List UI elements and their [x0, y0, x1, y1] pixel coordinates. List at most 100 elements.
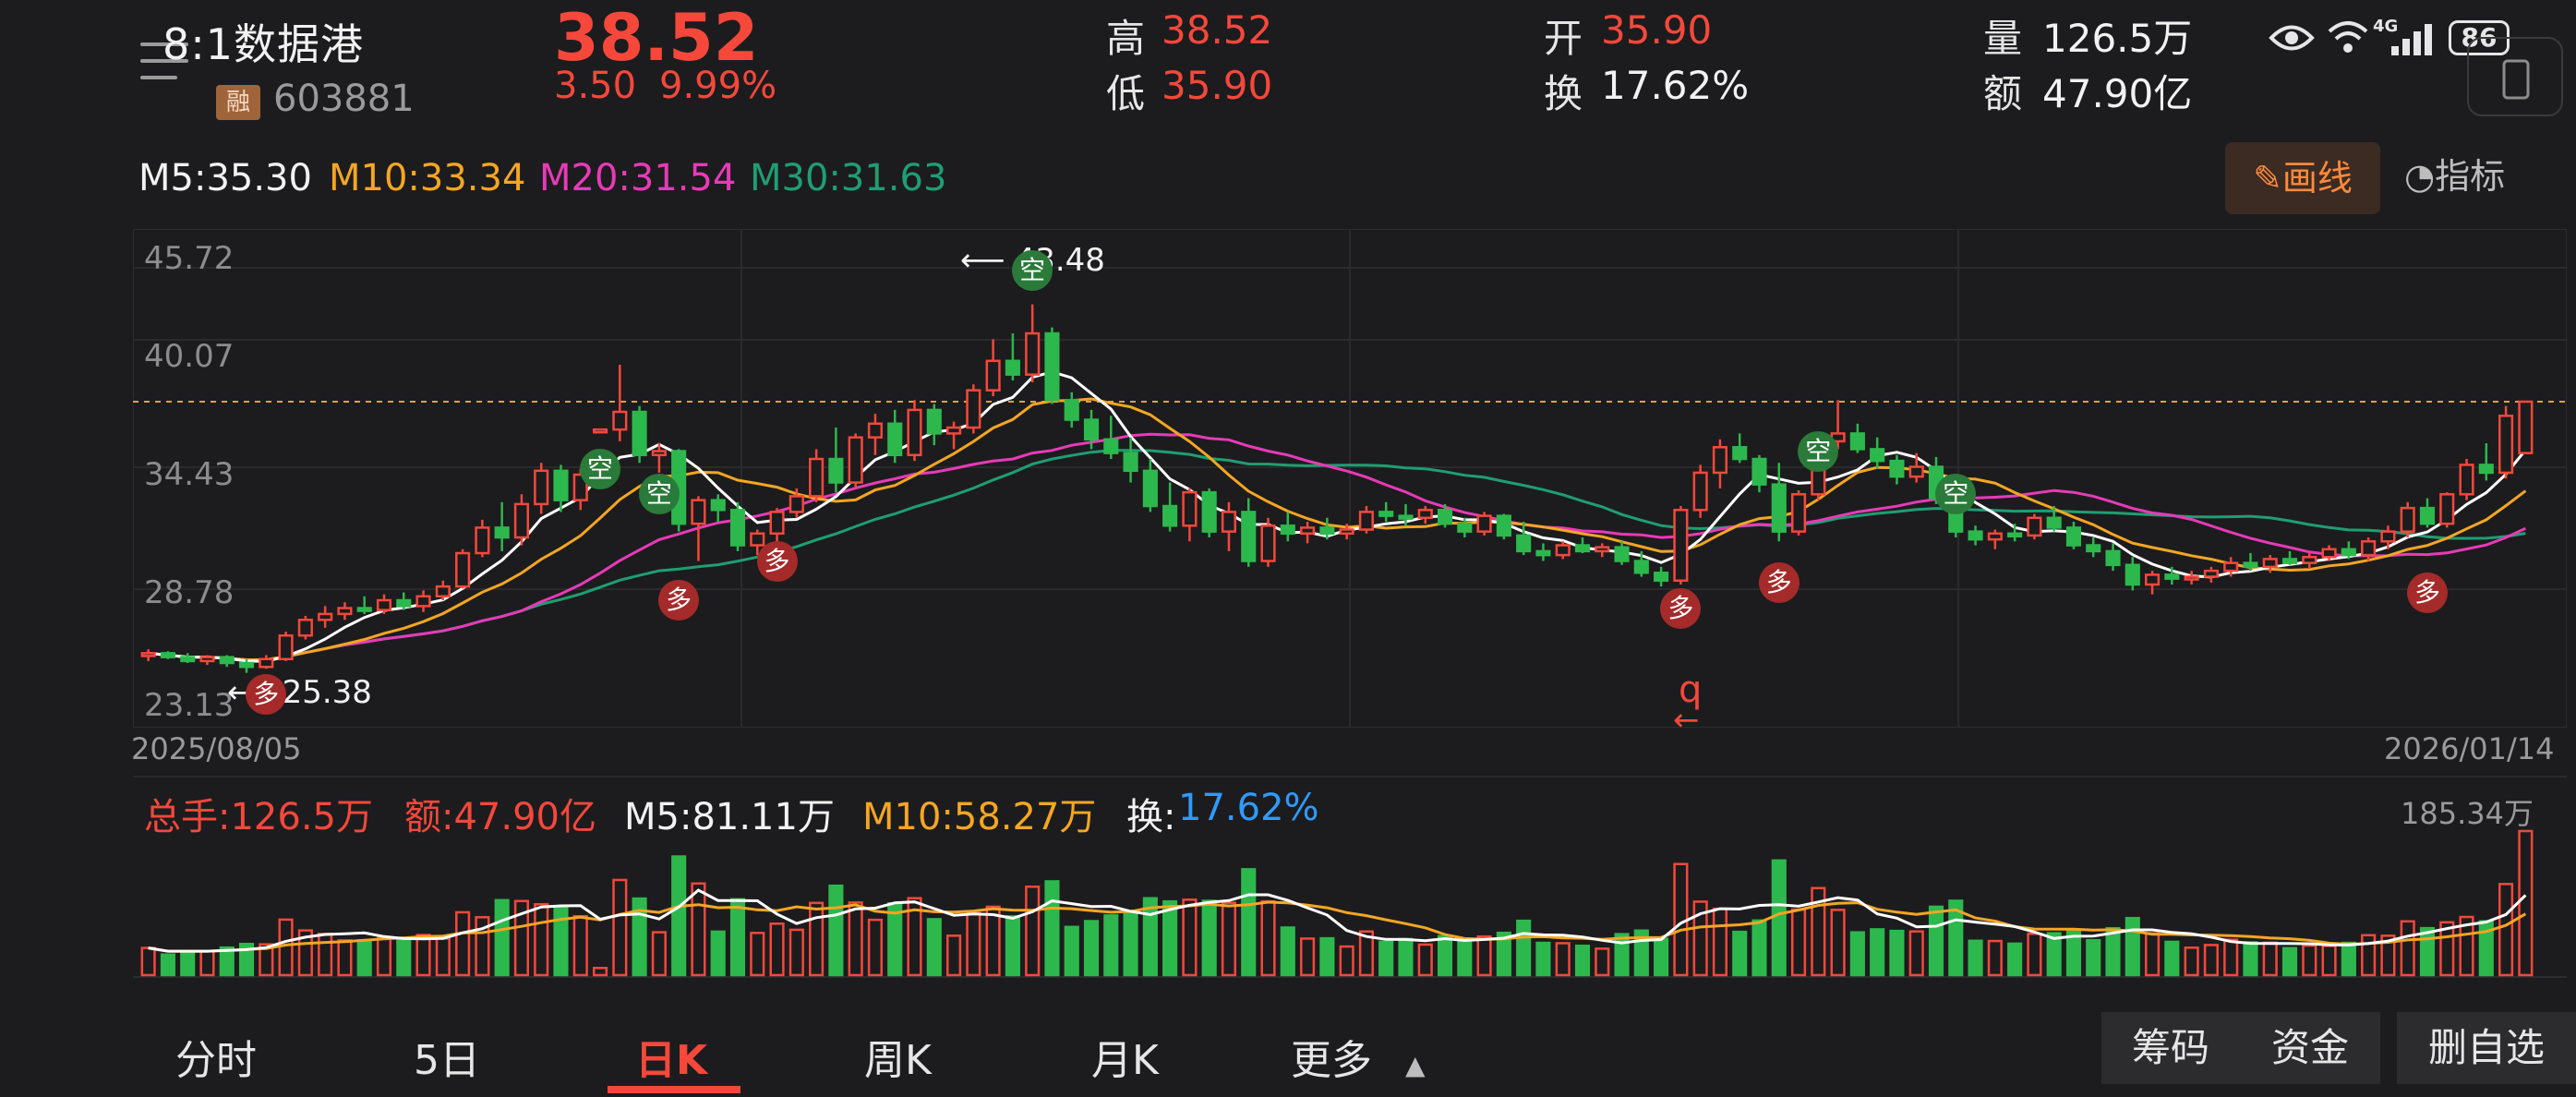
chips-button[interactable]: 筹码	[2101, 1012, 2240, 1084]
volume-ma5-line	[148, 888, 2527, 953]
ma30-line	[148, 449, 2526, 662]
turnover-label: 换	[1544, 71, 1583, 116]
volume-bar	[1908, 930, 1924, 977]
volume-bar	[1025, 886, 1041, 977]
candle-body	[1319, 526, 1335, 536]
volume-m10: M10:58.27万	[862, 796, 1097, 838]
kline-chart[interactable]	[133, 229, 2567, 728]
candle-body	[946, 426, 962, 435]
volume-bar	[691, 882, 706, 977]
candle-body	[376, 598, 392, 611]
candle-body	[1476, 514, 1492, 533]
candle-body	[1870, 448, 1885, 463]
active-tab-indicator	[608, 1086, 740, 1093]
candle-body	[259, 657, 274, 669]
volume-bar	[1339, 945, 1354, 977]
volume-bar	[160, 953, 175, 977]
candle-body	[199, 656, 215, 663]
candle-body	[2419, 506, 2436, 525]
volume-bar	[2243, 941, 2258, 977]
volume-bar	[1378, 940, 1394, 977]
candle-body	[867, 422, 884, 439]
candle-body	[1555, 544, 1571, 557]
tab-daily-k[interactable]: 日K	[635, 1037, 708, 1084]
candle-body	[2086, 544, 2101, 553]
tab-weekly-k[interactable]: 周K	[864, 1037, 932, 1084]
candle-body	[729, 509, 746, 547]
candle-body	[1142, 469, 1158, 508]
candle-body	[1457, 522, 1473, 533]
volume-bar	[1751, 919, 1767, 977]
candle-body	[356, 607, 372, 612]
volume-bar	[907, 897, 922, 977]
tab-5day[interactable]: 5日	[414, 1037, 480, 1084]
volume-bar	[2027, 932, 2042, 977]
volume-bar	[1712, 907, 1727, 977]
candle-body	[1280, 524, 1295, 536]
tab-more[interactable]: 更多 ▲	[1291, 1027, 1426, 1086]
volume-bar	[297, 929, 313, 977]
candle-body	[278, 634, 294, 661]
y-tick-label: 28.78	[144, 574, 235, 611]
volume-bar	[2281, 946, 2298, 977]
candle-body	[769, 511, 785, 536]
amount-label: 额	[1983, 71, 2023, 116]
candle-body	[455, 551, 471, 588]
volume-bar	[2459, 915, 2474, 977]
candle-body	[1751, 457, 1767, 486]
candle-body	[1398, 514, 1414, 520]
volume-bar	[259, 943, 274, 977]
volume-bar	[985, 905, 1001, 977]
gauge-icon: ◔	[2404, 156, 2436, 197]
low-marker-value: 25.38	[282, 674, 372, 711]
volume-bar	[2105, 926, 2121, 977]
candle-body	[1889, 459, 1905, 478]
candle-body	[2439, 493, 2455, 525]
volume-bar	[1319, 936, 1335, 977]
volume-amount: 额:47.90亿	[404, 796, 596, 838]
candle-body	[1417, 509, 1433, 520]
arrow-left-icon: ←	[1673, 702, 1700, 739]
candle-body	[750, 532, 765, 547]
candle-body	[337, 607, 353, 616]
volume-bar	[1083, 920, 1100, 977]
volume-bar	[1889, 929, 1905, 977]
amount-value: 47.90亿	[2042, 71, 2193, 116]
candle-body	[926, 408, 942, 435]
candle-body	[691, 499, 706, 525]
volume-bar	[867, 918, 884, 977]
high-value: 38.52	[1162, 7, 1273, 53]
volume-bar	[1300, 937, 1316, 977]
candle-body	[788, 495, 804, 513]
margin-badge: 融	[216, 85, 260, 120]
tab-intraday[interactable]: 分时	[175, 1037, 257, 1084]
candle-body	[1771, 483, 1787, 533]
volume-chart[interactable]	[133, 822, 2567, 979]
candle-body	[1437, 509, 1453, 525]
candle-body	[1496, 514, 1511, 537]
draw-line-button[interactable]: ✎画线	[2225, 142, 2380, 214]
volume-bar	[632, 897, 647, 977]
volume-bar	[572, 914, 588, 977]
indicator-button[interactable]: ◔指标	[2404, 148, 2505, 199]
volume-bar	[1496, 931, 1511, 977]
indicator-label: 指标	[2435, 156, 2506, 197]
volume-bar	[2400, 920, 2415, 977]
volume-bar	[376, 936, 392, 977]
volume-bar	[1595, 947, 1610, 977]
volume-bar	[1535, 941, 1551, 977]
candle-body	[2164, 573, 2180, 580]
tab-monthly-k[interactable]: 月K	[1091, 1037, 1159, 1084]
candle-body	[809, 457, 825, 498]
candle-body	[1221, 511, 1237, 533]
candle-body	[848, 436, 863, 484]
volume-bar	[729, 898, 746, 977]
candle-body	[2498, 415, 2514, 475]
volume-bar	[180, 949, 196, 977]
watchlist-button[interactable]: 删自选	[2397, 1012, 2576, 1084]
float-window-button[interactable]	[2467, 37, 2563, 116]
menu-icon[interactable]	[140, 42, 188, 79]
volume-bar	[513, 899, 529, 977]
funds-button[interactable]: 资金	[2240, 1012, 2380, 1084]
candle-body	[1614, 546, 1630, 562]
